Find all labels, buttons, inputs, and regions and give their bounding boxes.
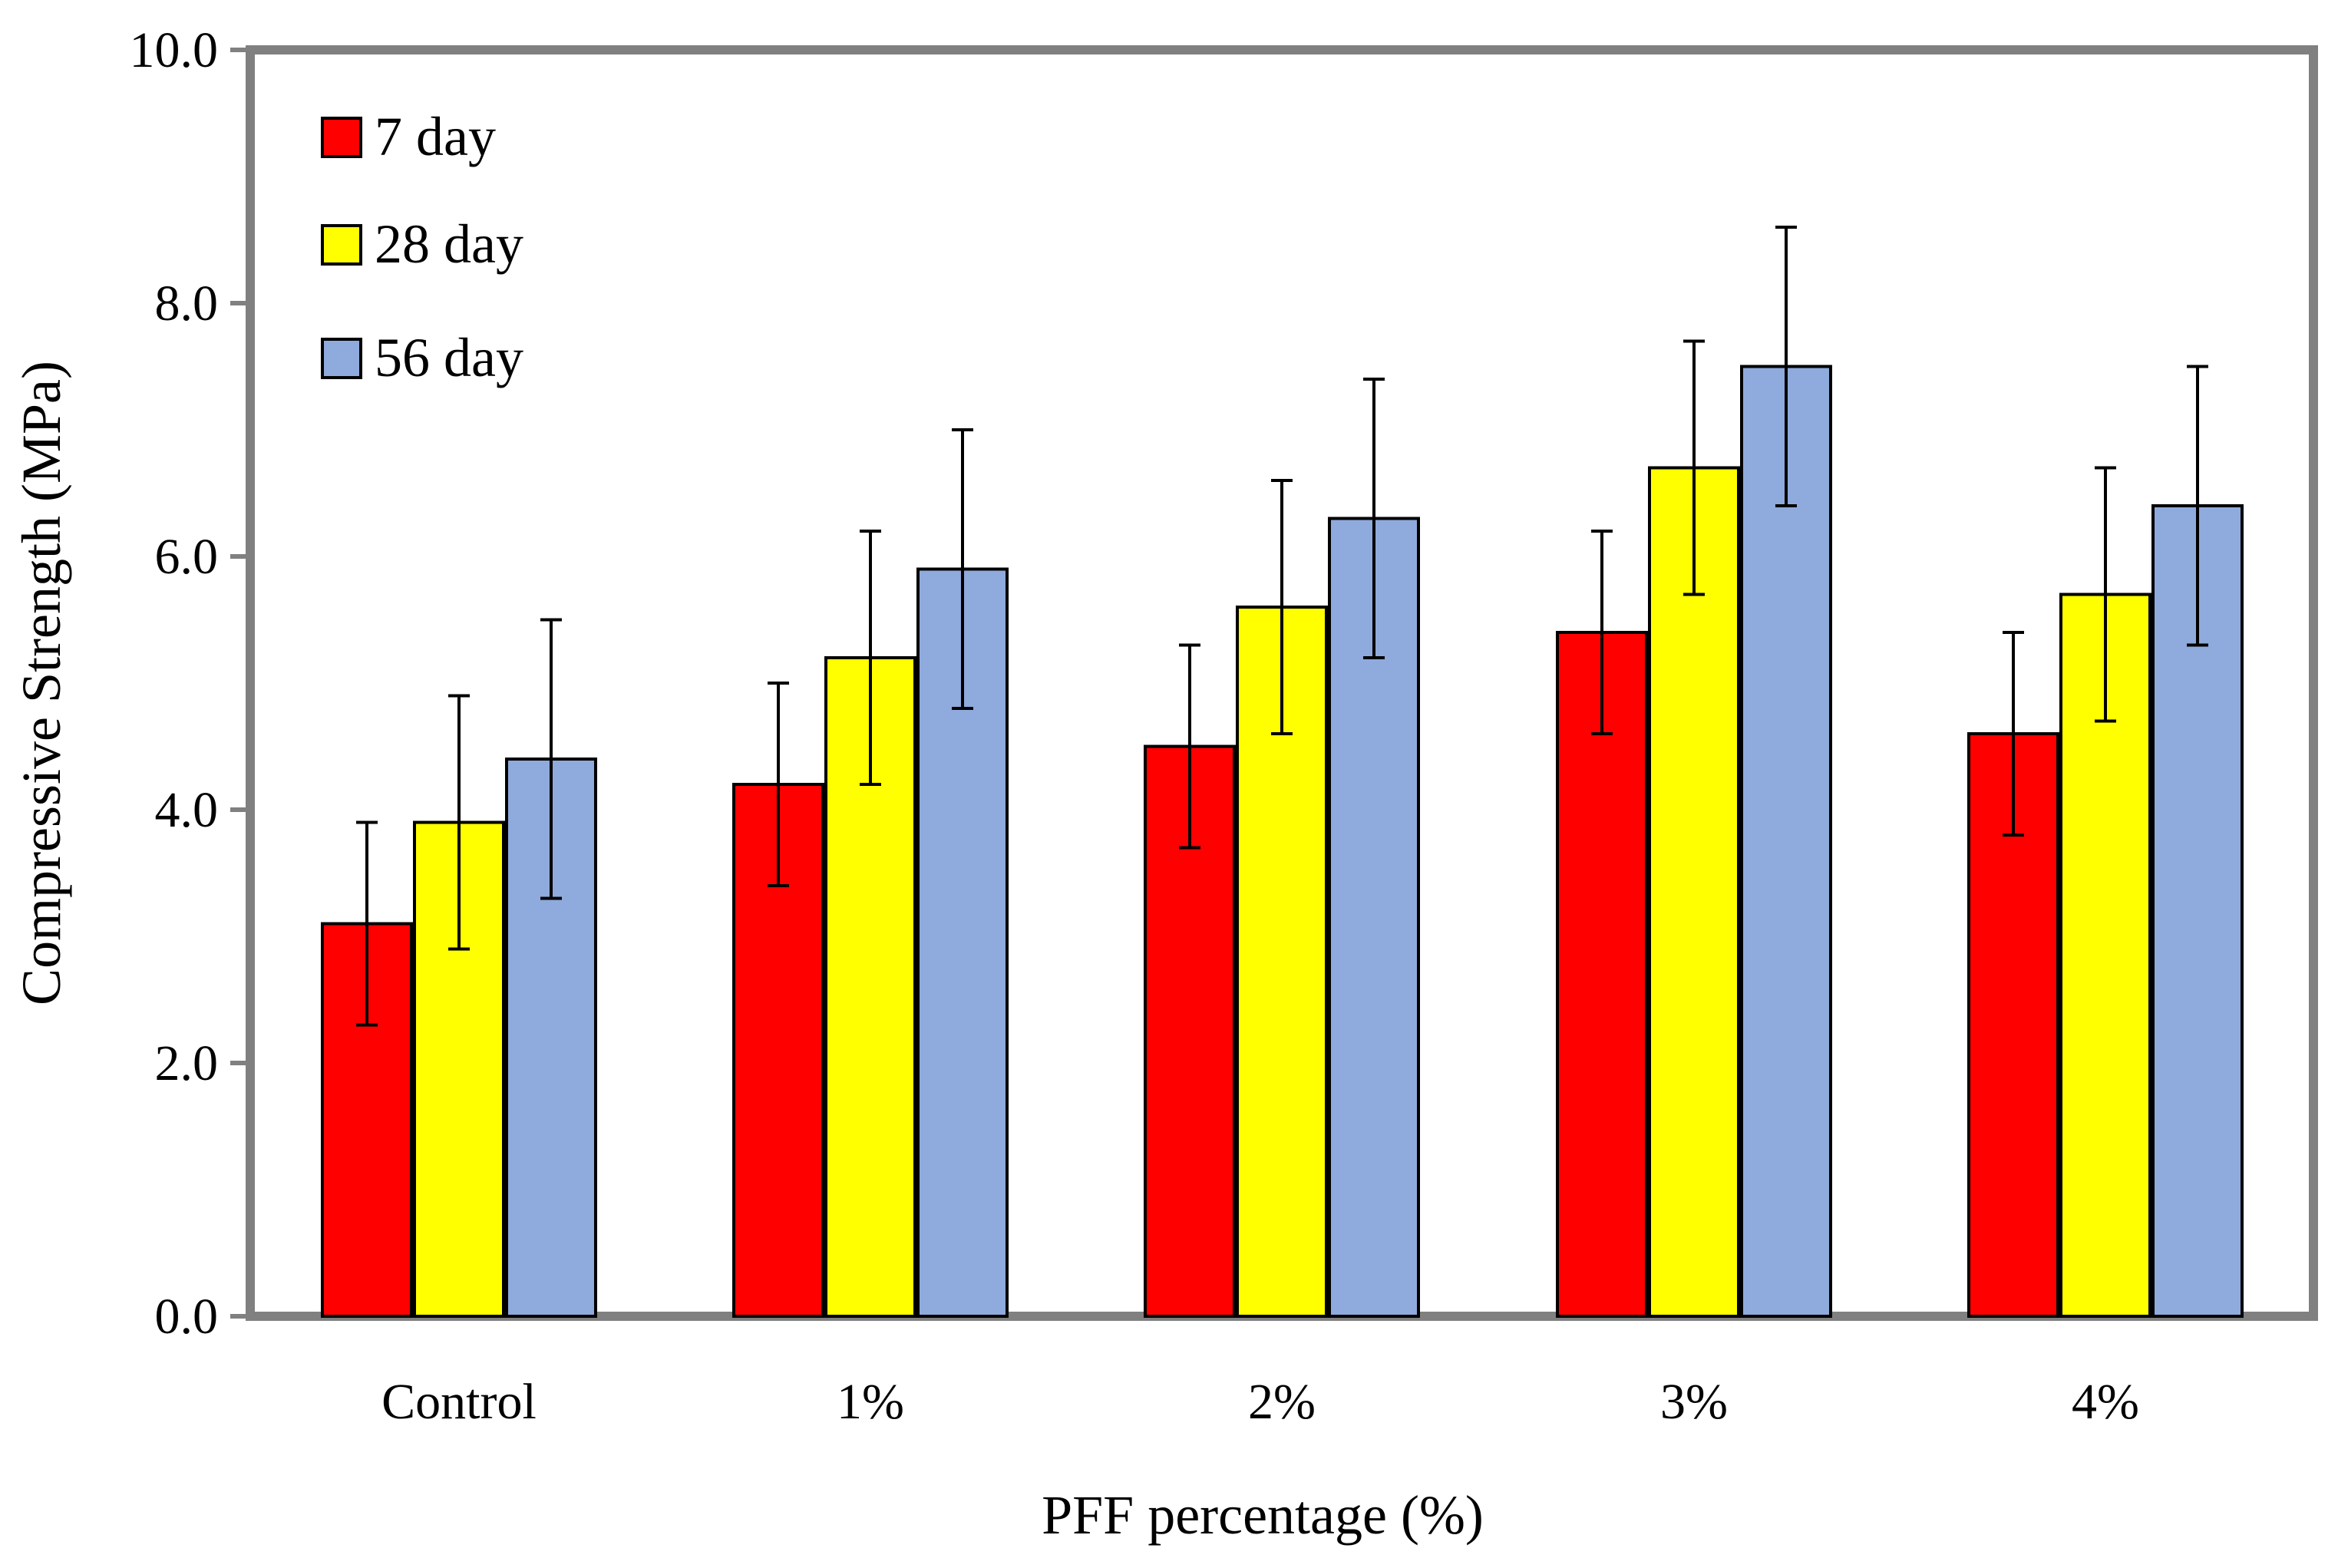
y-tick-label: 10.0 — [130, 22, 219, 78]
legend-label-28-day: 28 day — [375, 213, 523, 275]
y-axis: 0.0 2.0 4.0 6.0 8.0 10.0 — [130, 22, 250, 1345]
y-tick-label: 6.0 — [155, 529, 219, 585]
legend-swatch-56-day — [321, 338, 362, 379]
error-bar-7-day-1 — [768, 682, 789, 887]
y-tick-label: 0.0 — [155, 1289, 219, 1345]
bar-7-day-3 — [1556, 631, 1648, 1318]
error-bar-28-day-4 — [2095, 466, 2116, 723]
x-tick-label: 2% — [1248, 1374, 1316, 1430]
y-tick-label: 4.0 — [155, 782, 219, 838]
error-bar-56-day-4 — [2187, 365, 2208, 647]
error-bar-7-day-2 — [1179, 643, 1200, 850]
y-tick-label: 8.0 — [155, 276, 219, 332]
x-axis: Control 1% 2% 3% 4% — [381, 1374, 2139, 1430]
x-tick-label: 1% — [837, 1374, 904, 1430]
error-bars — [356, 226, 2208, 1027]
legend-label-56-day: 56 day — [375, 327, 523, 388]
error-bar-56-day-2 — [1363, 378, 1385, 659]
x-tick-label: 4% — [2072, 1374, 2139, 1430]
legend: 7 day 28 day 56 day — [321, 106, 523, 388]
legend-label-7-day: 7 day — [375, 106, 496, 167]
bar-56-day-3 — [1740, 365, 1832, 1318]
x-axis-title: PFF percentage (%) — [1042, 1484, 1484, 1546]
error-bar-28-day-0 — [448, 694, 470, 951]
error-bar-7-day-4 — [2003, 631, 2024, 837]
error-bar-56-day-0 — [540, 618, 562, 900]
error-bar-56-day-3 — [1775, 226, 1797, 507]
bar-28-day-3 — [1648, 466, 1740, 1318]
y-axis-title: Compressive Strength (MPa) — [11, 361, 72, 1005]
legend-swatch-28-day — [321, 224, 362, 266]
x-tick-label: 3% — [1660, 1374, 1728, 1430]
x-tick-label: Control — [381, 1374, 537, 1430]
y-tick-label: 2.0 — [155, 1035, 219, 1091]
error-bar-56-day-1 — [952, 428, 973, 710]
error-bar-28-day-3 — [1683, 339, 1705, 596]
legend-swatch-7-day — [321, 117, 362, 158]
error-bar-28-day-2 — [1271, 479, 1293, 735]
error-bar-7-day-3 — [1591, 530, 1613, 735]
error-bar-28-day-1 — [860, 530, 881, 786]
error-bar-7-day-0 — [356, 820, 378, 1027]
